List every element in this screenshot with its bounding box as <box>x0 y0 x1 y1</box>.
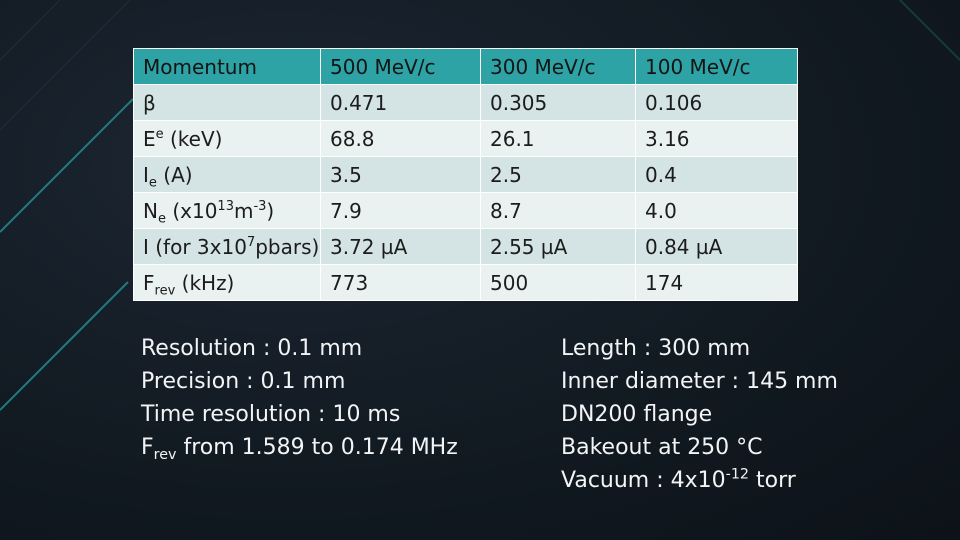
chamber-notes: Length : 300 mm Inner diameter : 145 mm … <box>561 332 838 497</box>
row-label-current: Ie (A) <box>133 156 321 193</box>
table-cell: 3.72 µA <box>320 228 481 265</box>
precision-text: Precision : 0.1 mm <box>141 369 346 394</box>
table-cell: 4.0 <box>635 192 798 229</box>
table-cell: 68.8 <box>320 120 481 157</box>
resolution-text: Resolution : 0.1 mm <box>141 336 363 361</box>
inner-diameter-text: Inner diameter : 145 mm <box>561 369 838 394</box>
flange-text: DN200 flange <box>561 402 713 427</box>
table-cell: 773 <box>320 264 481 301</box>
table-cell: 0.305 <box>480 84 636 121</box>
table-cell: 2.55 µA <box>480 228 636 265</box>
table-header-row: Momentum 500 MeV/c 300 MeV/c 100 MeV/c <box>133 48 798 85</box>
table-cell: 3.16 <box>635 120 798 157</box>
table-cell: 0.106 <box>635 84 798 121</box>
row-label-density: Ne (x1013m-3) <box>133 192 321 229</box>
table-cell: 3.5 <box>320 156 481 193</box>
table-row-density: Ne (x1013m-3) 7.9 8.7 4.0 <box>133 192 798 229</box>
table-cell: 26.1 <box>480 120 636 157</box>
bakeout-text: Bakeout at 250 °C <box>561 435 763 460</box>
frev-range-text: Frev from 1.589 to 0.174 MHz <box>141 435 458 463</box>
table-cell: 8.7 <box>480 192 636 229</box>
table-row-current: Ie (A) 3.5 2.5 0.4 <box>133 156 798 193</box>
header-momentum: Momentum <box>133 48 321 85</box>
table-row-frev: Frev (kHz) 773 500 174 <box>133 264 798 301</box>
parameters-table: Momentum 500 MeV/c 300 MeV/c 100 MeV/c β… <box>133 48 798 301</box>
header-500: 500 MeV/c <box>320 48 481 85</box>
table-row-beam-current: I (for 3x107pbars) 3.72 µA 2.55 µA 0.84 … <box>133 228 798 265</box>
length-text: Length : 300 mm <box>561 336 751 361</box>
row-label-beta: β <box>133 84 321 121</box>
table-row-energy: Ee (keV) 68.8 26.1 3.16 <box>133 120 798 157</box>
table-cell: 0.84 µA <box>635 228 798 265</box>
vacuum-text: Vacuum : 4x10-12 torr <box>561 466 796 493</box>
time-resolution-text: Time resolution : 10 ms <box>141 402 401 427</box>
table-cell: 7.9 <box>320 192 481 229</box>
row-label-frev: Frev (kHz) <box>133 264 321 301</box>
row-label-energy: Ee (keV) <box>133 120 321 157</box>
table-cell: 500 <box>480 264 636 301</box>
header-300: 300 MeV/c <box>480 48 636 85</box>
table-cell: 174 <box>635 264 798 301</box>
table-cell: 0.4 <box>635 156 798 193</box>
table-cell: 0.471 <box>320 84 481 121</box>
measurement-notes: Resolution : 0.1 mm Precision : 0.1 mm T… <box>141 332 458 464</box>
header-100: 100 MeV/c <box>635 48 798 85</box>
row-label-beam-current: I (for 3x107pbars) <box>133 228 321 265</box>
table-row-beta: β 0.471 0.305 0.106 <box>133 84 798 121</box>
table-cell: 2.5 <box>480 156 636 193</box>
